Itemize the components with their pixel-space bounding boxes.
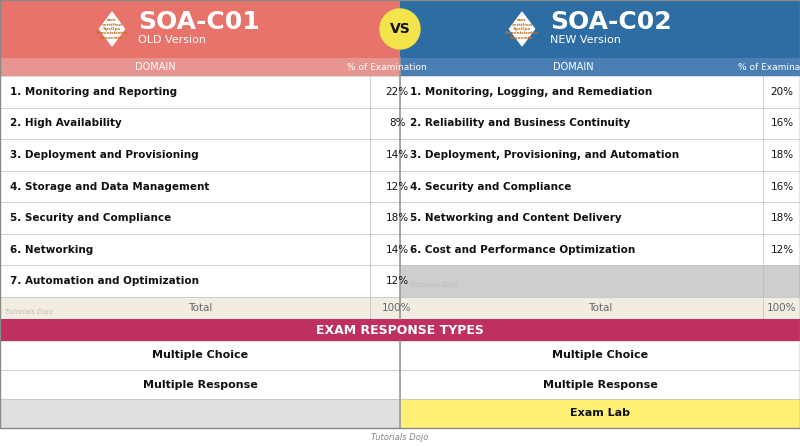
Bar <box>400 139 800 171</box>
Text: EXAM RESPONSE TYPES: EXAM RESPONSE TYPES <box>316 324 484 337</box>
Text: VS: VS <box>390 22 410 36</box>
Text: 2. High Availability: 2. High Availability <box>10 118 122 128</box>
Bar <box>0 399 400 428</box>
Text: 6. Networking: 6. Networking <box>10 245 94 255</box>
Text: 16%: 16% <box>770 118 794 128</box>
Text: 100%: 100% <box>382 303 412 313</box>
Bar <box>0 319 800 341</box>
Bar <box>400 234 800 266</box>
Bar <box>0 370 400 399</box>
Text: % of Examination: % of Examination <box>738 63 800 72</box>
Text: 12%: 12% <box>386 276 409 286</box>
Bar <box>400 108 800 139</box>
Text: aws
certified
SysOps
Administrator
Associate: aws certified SysOps Administrator Assoc… <box>505 18 539 40</box>
Bar <box>0 108 400 139</box>
Text: 2. Reliability and Business Continuity: 2. Reliability and Business Continuity <box>410 118 630 128</box>
Polygon shape <box>510 12 534 46</box>
Text: 12%: 12% <box>770 245 794 255</box>
Text: 1. Monitoring, Logging, and Remediation: 1. Monitoring, Logging, and Remediation <box>410 87 652 97</box>
Text: 20%: 20% <box>770 87 794 97</box>
Text: 100%: 100% <box>767 303 797 313</box>
Text: 12%: 12% <box>386 181 409 191</box>
Text: 7. Automation and Optimization: 7. Automation and Optimization <box>10 276 199 286</box>
Text: 3. Deployment and Provisioning: 3. Deployment and Provisioning <box>10 150 198 160</box>
Text: 1. Monitoring and Reporting: 1. Monitoring and Reporting <box>10 87 177 97</box>
Text: Tutorials Dojo: Tutorials Dojo <box>371 433 429 442</box>
Text: DOMAIN: DOMAIN <box>553 62 594 72</box>
Text: 5. Networking and Content Delivery: 5. Networking and Content Delivery <box>410 213 622 223</box>
Text: 18%: 18% <box>770 150 794 160</box>
Text: 4. Security and Compliance: 4. Security and Compliance <box>410 181 571 191</box>
Bar <box>400 171 800 202</box>
Bar <box>400 202 800 234</box>
Text: % of Examination: % of Examination <box>347 63 427 72</box>
Bar <box>400 399 800 428</box>
Bar <box>0 234 400 266</box>
Text: OLD Version: OLD Version <box>138 35 206 45</box>
Bar <box>0 171 400 202</box>
Text: 14%: 14% <box>386 245 409 255</box>
Bar <box>0 139 400 171</box>
Text: Multiple Choice: Multiple Choice <box>552 350 648 360</box>
Text: DOMAIN: DOMAIN <box>134 62 175 72</box>
Text: Tutorials Dojo: Tutorials Dojo <box>5 309 53 315</box>
Bar <box>400 0 800 58</box>
Bar <box>400 297 800 319</box>
Text: 18%: 18% <box>386 213 409 223</box>
Text: 5. Security and Compliance: 5. Security and Compliance <box>10 213 171 223</box>
Circle shape <box>380 9 420 49</box>
Bar <box>0 297 400 319</box>
Bar <box>0 266 400 297</box>
Text: NEW Version: NEW Version <box>550 35 621 45</box>
Text: 3. Deployment, Provisioning, and Automation: 3. Deployment, Provisioning, and Automat… <box>410 150 679 160</box>
Bar <box>0 202 400 234</box>
Text: Multiple Response: Multiple Response <box>142 380 258 389</box>
Text: Total: Total <box>588 303 612 313</box>
Polygon shape <box>99 12 125 46</box>
Text: 14%: 14% <box>386 150 409 160</box>
Text: Tutorials Dojo: Tutorials Dojo <box>410 282 458 288</box>
Text: 22%: 22% <box>386 87 409 97</box>
Text: Total: Total <box>188 303 212 313</box>
Text: SOA-C02: SOA-C02 <box>550 10 672 34</box>
Bar <box>400 58 800 76</box>
Text: SOA-C01: SOA-C01 <box>138 10 260 34</box>
Bar <box>400 266 800 297</box>
Bar <box>400 370 800 399</box>
Bar <box>0 341 400 370</box>
Text: Multiple Choice: Multiple Choice <box>152 350 248 360</box>
Text: 4. Storage and Data Management: 4. Storage and Data Management <box>10 181 210 191</box>
Text: 6. Cost and Performance Optimization: 6. Cost and Performance Optimization <box>410 245 635 255</box>
Bar <box>0 76 400 108</box>
Text: Exam Lab: Exam Lab <box>570 409 630 418</box>
Text: 18%: 18% <box>770 213 794 223</box>
Text: 16%: 16% <box>770 181 794 191</box>
Text: Multiple Response: Multiple Response <box>542 380 658 389</box>
Text: 8%: 8% <box>389 118 406 128</box>
Text: aws
certified
SysOps
Administrator
Associate: aws certified SysOps Administrator Assoc… <box>95 18 129 40</box>
Bar <box>0 0 400 58</box>
Bar <box>0 58 400 76</box>
Bar <box>400 341 800 370</box>
Bar <box>400 76 800 108</box>
